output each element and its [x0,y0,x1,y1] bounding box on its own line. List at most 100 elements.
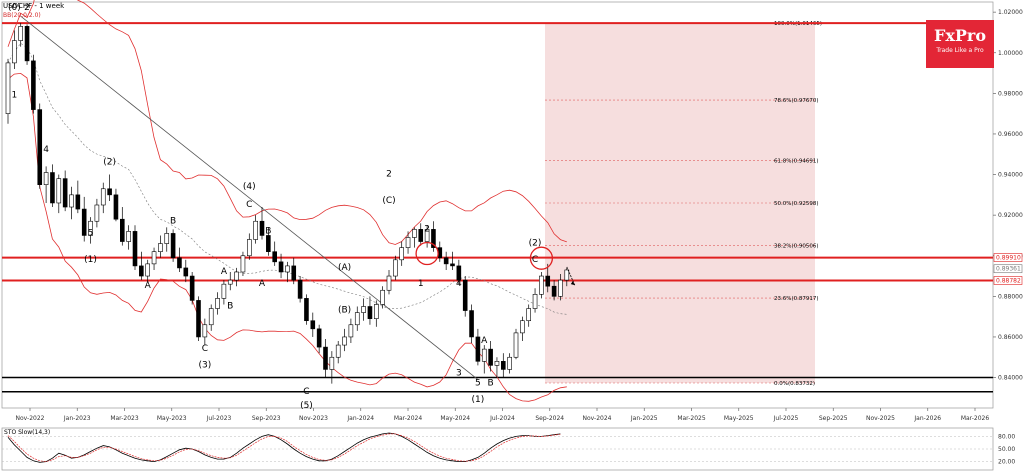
candle-body [393,259,398,277]
price-label-box [993,276,1023,285]
x-tick-label: Nov-2025 [866,415,895,422]
candle-body [462,279,468,311]
candle-body [177,257,182,269]
candle [405,231,411,254]
candle-body [240,255,246,273]
candle-body [558,279,563,297]
wave-label: (C) [382,196,395,206]
candle-body [227,279,233,285]
circle-marker [415,241,439,266]
candle-body [164,233,170,244]
circle-marker [529,246,554,270]
candle [5,58,11,124]
candle-body [348,324,354,338]
candle-body [481,348,487,362]
price-label: 0.89361 [996,266,1021,273]
y-tick-label: 0.84000 [998,375,1023,382]
wave-label: B [227,302,233,312]
logo-tagline: Trade Like a Pro [936,47,984,54]
candle [450,251,455,270]
candle-body [12,40,17,64]
candle-body [545,275,551,287]
candle [24,24,30,65]
candle [132,225,138,270]
candle [247,233,252,260]
x-tick-label: May-2024 [440,415,470,422]
downtrend-line [20,15,479,380]
candle [69,186,74,220]
candle-body [183,267,189,277]
candle [373,300,379,327]
candle [348,318,354,344]
wave-label: 4 [43,145,49,155]
projection-arrow [566,266,576,286]
candle-body [50,172,55,204]
price-label-box [993,264,1023,274]
wave-label: 5 [88,228,94,238]
stochastic-main-line [7,432,561,463]
candle [304,294,309,325]
candle [532,288,538,313]
candle-body [94,204,100,222]
candle-body [342,336,347,346]
candle [202,318,208,346]
candle-body [272,251,278,263]
candle [291,257,297,285]
fib-level-label: 23.6%(0.87917) [774,296,819,302]
x-tick-label: Jul-2025 [773,415,799,422]
candle [177,247,182,272]
candle-body [253,220,258,240]
x-tick-label: Jan-2024 [346,415,374,422]
candle-body [151,251,157,265]
candle [469,304,474,344]
candle-body [18,26,24,41]
candle-body [189,275,195,301]
wave-label: B [265,226,271,236]
candle-body [278,261,284,273]
candle [323,338,328,378]
y-tick-label: 0.88000 [998,293,1023,300]
candle [520,316,525,342]
candle [31,54,36,114]
candle [240,251,246,277]
candle-body [450,263,455,267]
candle [475,328,481,366]
wave-label: (A) [338,263,351,273]
candle-body [323,346,328,370]
x-tick-label: Mar-2025 [677,415,706,422]
wave-label: 2 [424,224,430,234]
bollinger-lower-band [7,72,567,402]
candle-body [532,294,538,309]
y-tick-label: 0.98000 [998,90,1023,97]
wave-label: 2 [24,3,30,13]
candle [227,271,233,291]
candle-body [412,229,417,238]
candle [215,292,220,315]
candle [189,271,195,305]
wave-label: (0) [8,3,21,13]
fib-level-label: 38.2%(0.90506) [774,243,819,249]
wave-label: B [488,379,494,389]
candle [253,215,258,244]
candle-body [170,233,176,259]
candle [88,217,93,244]
candle-body [316,328,322,348]
candle [208,304,214,331]
candle-body [208,308,214,326]
candle-body [145,263,150,277]
candle-body [329,356,335,370]
candle [551,280,557,301]
candle [50,164,55,208]
candle-body [443,257,449,265]
candle-body [539,275,544,295]
wave-label: 2 [386,170,392,180]
wave-label: C [532,255,538,265]
candle-body [500,361,506,370]
indicator-label: BB(20,0,2.0) [3,12,41,19]
candle [75,180,81,214]
y-tick-label: 1.02000 [998,9,1023,16]
candle-body [247,239,252,257]
chart-header: USDCHF - 1 week BB(20,0,2.0) [3,2,64,20]
candle-body [380,289,385,305]
x-tick-label: Nov-2023 [299,415,328,422]
